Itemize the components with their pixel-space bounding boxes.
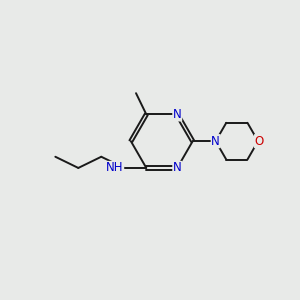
Text: O: O	[255, 135, 264, 148]
Text: N: N	[211, 135, 220, 148]
Text: NH: NH	[106, 161, 124, 174]
Text: N: N	[173, 108, 182, 121]
Text: N: N	[173, 161, 182, 174]
